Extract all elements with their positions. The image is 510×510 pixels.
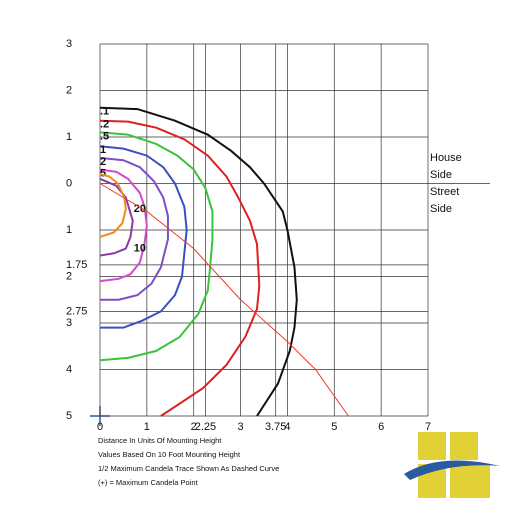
x-tick-label: 7 xyxy=(425,421,431,433)
contour-label: .2 xyxy=(100,119,109,131)
x-tick-label: 2 xyxy=(191,421,197,433)
x-tick-label: 4 xyxy=(284,421,290,433)
side-label: Side xyxy=(430,169,452,181)
y-tick-label: 1 xyxy=(66,224,72,236)
contour-line xyxy=(99,106,298,417)
side-label: House xyxy=(430,152,462,164)
side-label: Side xyxy=(430,203,452,215)
contour-label: 10 xyxy=(134,243,146,255)
y-tick-label: 4 xyxy=(66,363,72,375)
half-candela-trace xyxy=(99,183,349,417)
contour-line xyxy=(99,131,214,362)
contour-line xyxy=(99,156,169,301)
x-tick-label: 0 xyxy=(97,421,103,433)
note: (+) = Maximum Candela Point xyxy=(98,478,199,487)
contour-line xyxy=(99,173,127,238)
contour-line xyxy=(99,177,134,257)
x-tick-label: 3.75 xyxy=(265,421,286,433)
y-tick-label: 1.75 xyxy=(66,259,87,271)
contour-label: 1 xyxy=(100,144,106,156)
y-tick-label: 3 xyxy=(66,38,72,50)
note: Distance In Units Of Mounting Height xyxy=(98,436,222,445)
contour-line xyxy=(99,168,148,283)
contour-label: 5 xyxy=(100,167,106,179)
y-tick-label: 5 xyxy=(66,410,72,422)
contour-line xyxy=(99,119,261,417)
y-tick-label: 1 xyxy=(66,131,72,143)
y-tick-label: 2.75 xyxy=(66,305,87,317)
contour-label: .5 xyxy=(100,130,109,142)
contour-label: .1 xyxy=(100,106,109,118)
note: Values Based On 10 Foot Mounting Height xyxy=(98,450,241,459)
y-tick-label: 3 xyxy=(66,317,72,329)
x-tick-label: 1 xyxy=(144,421,150,433)
y-tick-label: 0 xyxy=(66,177,72,189)
x-tick-label: 2.25 xyxy=(195,421,216,433)
contour-label: 2 xyxy=(100,156,106,168)
logo xyxy=(404,432,500,498)
side-label: Street xyxy=(430,186,459,198)
x-tick-label: 6 xyxy=(378,421,384,433)
y-tick-label: 2 xyxy=(66,84,72,96)
x-tick-label: 5 xyxy=(331,421,337,433)
x-tick-label: 3 xyxy=(238,421,244,433)
note: 1/2 Maximum Candela Trace Shown As Dashe… xyxy=(98,464,279,473)
y-tick-label: 2 xyxy=(66,270,72,282)
